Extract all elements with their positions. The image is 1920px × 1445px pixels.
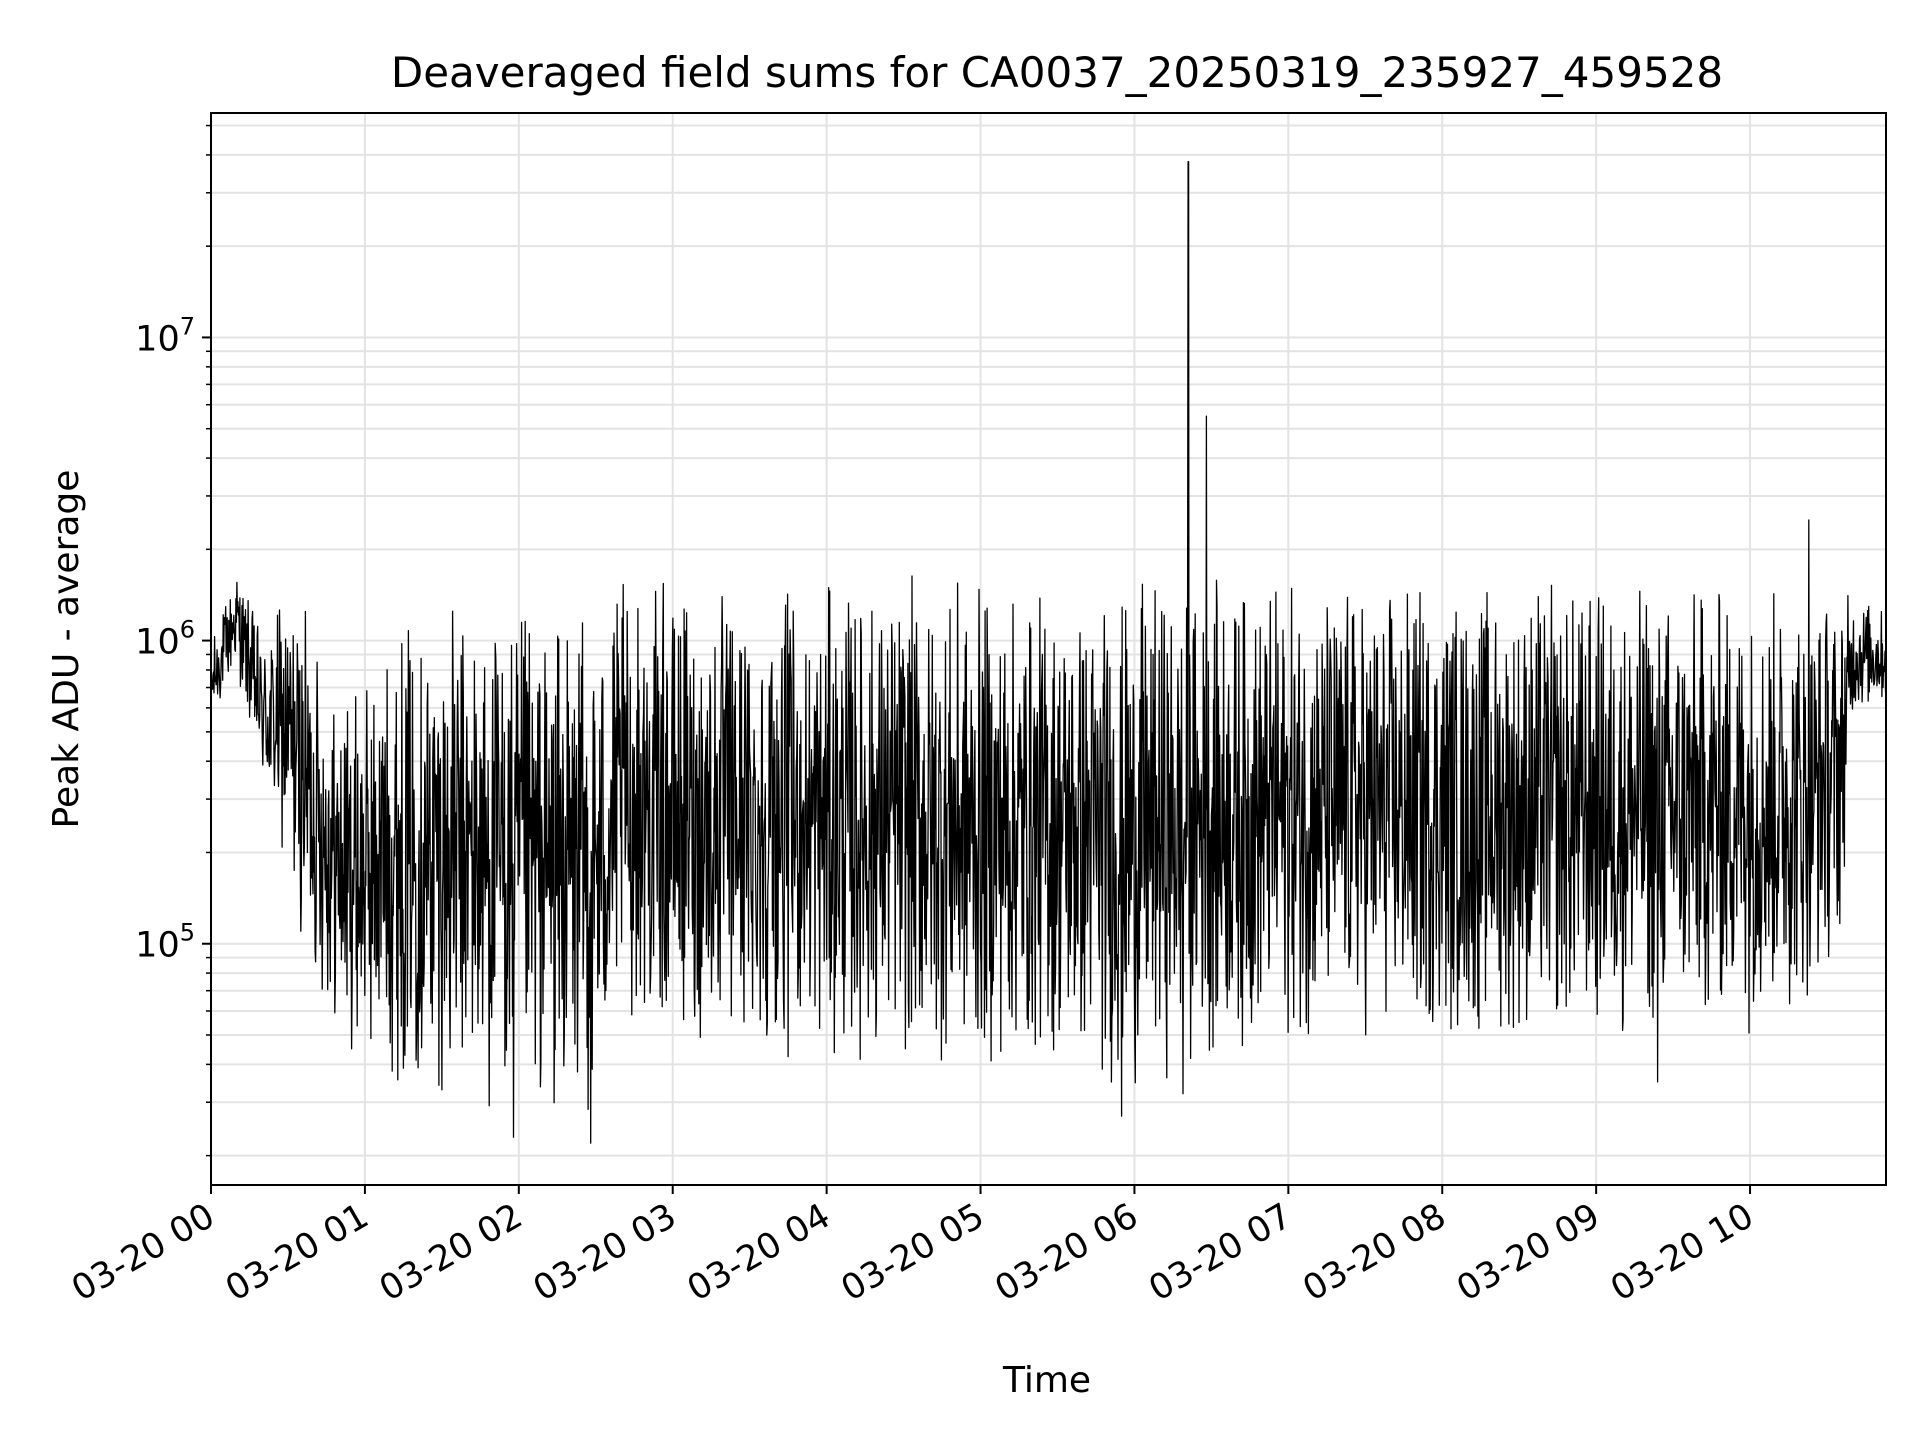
series-line — [211, 162, 1886, 1143]
x-tick-label: 03-20 07 — [1143, 1196, 1299, 1309]
y-tick-label: 107 — [135, 312, 195, 359]
x-tick-label: 03-20 08 — [1296, 1196, 1452, 1309]
y-tick-label: 106 — [135, 616, 195, 663]
plot-area — [211, 162, 1886, 1144]
x-tick-label: 03-20 06 — [989, 1196, 1145, 1309]
y-axis-label: Peak ADU - average — [46, 470, 87, 829]
y-tick-label: 105 — [135, 919, 195, 966]
x-tick-label: 03-20 02 — [373, 1196, 529, 1309]
chart-title: Deaveraged field sums for CA0037_2025031… — [391, 48, 1723, 97]
x-tick-label: 03-20 04 — [681, 1196, 837, 1309]
x-tick-label: 03-20 05 — [835, 1196, 991, 1309]
x-tick-label: 03-20 01 — [219, 1196, 375, 1309]
x-axis-label: Time — [1002, 1360, 1091, 1401]
x-tick-label: 03-20 03 — [527, 1196, 683, 1309]
x-tick-label: 03-20 10 — [1604, 1196, 1760, 1309]
y-axis-ticks: 105 106 107 — [135, 126, 211, 1156]
x-tick-label: 03-20 00 — [65, 1196, 221, 1309]
x-tick-label: 03-20 09 — [1450, 1196, 1606, 1309]
